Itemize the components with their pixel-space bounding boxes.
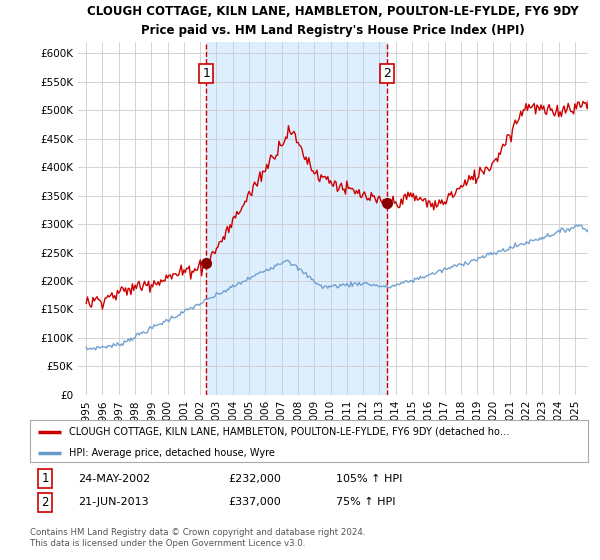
Text: 2: 2 [41,496,49,509]
Text: 105% ↑ HPI: 105% ↑ HPI [336,474,403,484]
Text: 1: 1 [41,472,49,486]
Text: 21-JUN-2013: 21-JUN-2013 [78,497,149,507]
Bar [206,42,387,395]
Text: HPI: Average price, detached house, Wyre: HPI: Average price, detached house, Wyre [69,448,275,458]
Text: 24-MAY-2002: 24-MAY-2002 [78,474,150,484]
Text: 75% ↑ HPI: 75% ↑ HPI [336,497,395,507]
Text: 2: 2 [383,67,391,80]
Text: £232,000: £232,000 [228,474,281,484]
Text: 1: 1 [202,67,211,80]
Title: CLOUGH COTTAGE, KILN LANE, HAMBLETON, POULTON-LE-FYLDE, FY6 9DY
Price paid vs. H: CLOUGH COTTAGE, KILN LANE, HAMBLETON, PO… [87,4,579,36]
Text: CLOUGH COTTAGE, KILN LANE, HAMBLETON, POULTON-LE-FYLDE, FY6 9DY (detached ho…: CLOUGH COTTAGE, KILN LANE, HAMBLETON, PO… [69,427,509,437]
Text: Contains HM Land Registry data © Crown copyright and database right 2024.: Contains HM Land Registry data © Crown c… [30,528,365,536]
Text: This data is licensed under the Open Government Licence v3.0.: This data is licensed under the Open Gov… [30,539,305,548]
Text: £337,000: £337,000 [228,497,281,507]
